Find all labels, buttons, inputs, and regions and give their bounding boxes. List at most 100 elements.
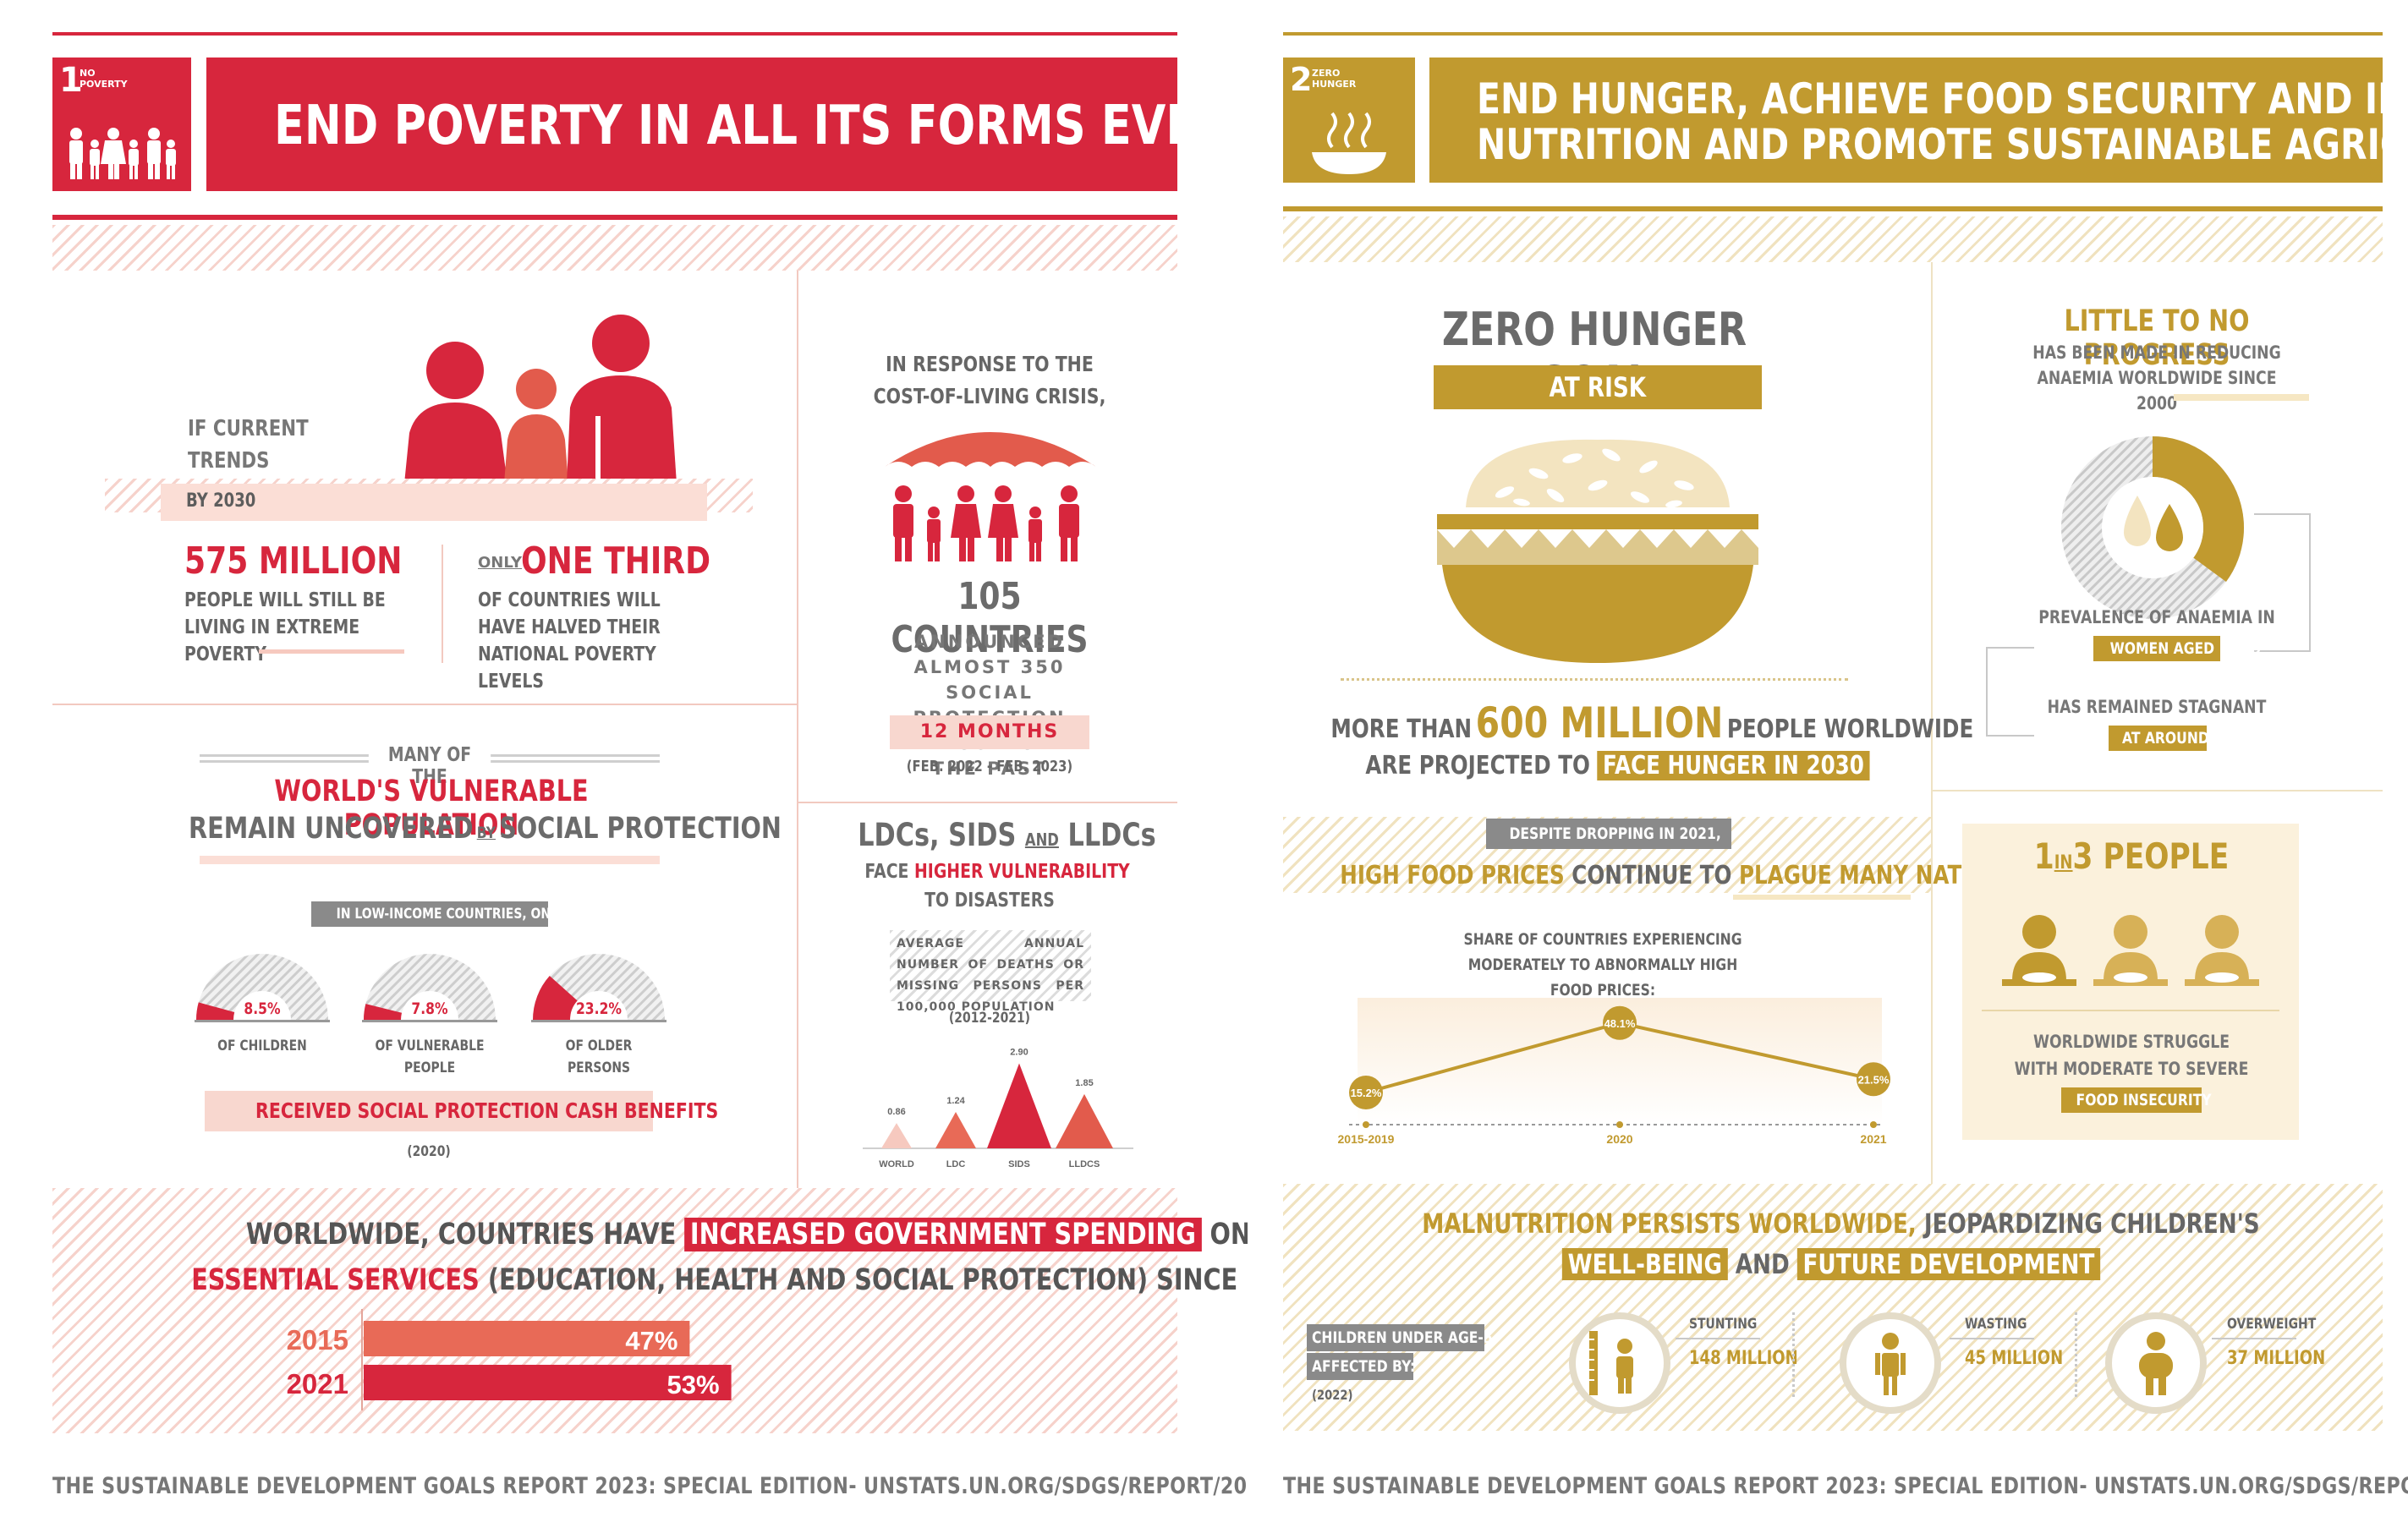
spending-line1c: ON (1209, 1218, 1248, 1251)
wasting-circle (1840, 1312, 1941, 1414)
header-hatch-band (52, 225, 1177, 271)
gauge-2-svg (362, 954, 497, 1022)
goal2-title-banner: END HUNGER, ACHIEVE FOOD SECURITY AND IM… (1429, 58, 2408, 183)
spending-year-2021: 2021 (287, 1368, 348, 1399)
right-footer: THE SUSTAINABLE DEVELOPMENT GOALS REPORT… (1283, 1473, 2408, 1499)
affected-by-tag: AFFECTED BY: (1307, 1353, 1415, 1380)
ldc-category-world: WORLD (879, 1159, 914, 1169)
goal2-title-line1: END HUNGER, ACHIEVE FOOD SECURITY AND IM… (1477, 74, 2408, 123)
stunting-value: 148 MILLION (1689, 1348, 1798, 1369)
mal-divider-1 (1792, 1312, 1795, 1397)
crisis-dates: (FEB. 2022 - FEB. 2023) (906, 758, 1073, 775)
ldc-title-a: LDCs, SIDS (858, 817, 1017, 853)
goal1-icon-tile: 1 NO POVERTY (52, 58, 191, 191)
overweight-child-icon (2139, 1332, 2173, 1395)
food-price-line-chart: 15.2% 2015-2019 48.1% 2020 21.5% 2021 (1338, 998, 1890, 1146)
future-development-tag: FUTURE DEVELOPMENT (1796, 1248, 2100, 1280)
header-hatch-band-gold (1283, 216, 2383, 262)
header-bottom-rule-gold (1283, 206, 2383, 211)
stunting-label: STUNTING (1689, 1316, 1758, 1333)
droplet-icon-2 (2156, 504, 2183, 551)
ldc-title-b: LLDCs (1067, 817, 1156, 853)
overweight-label: OVERWEIGHT (2227, 1316, 2317, 1333)
family-silhouette-icon (404, 315, 677, 484)
goal2-number: 2 (1290, 61, 1313, 98)
gauge-1-value: 8.5% (244, 999, 281, 1018)
insecurity-text: WORLDWIDE STRUGGLE WITH MODERATE TO SEVE… (2014, 1032, 2249, 1079)
crisis-105-countries: 105 COUNTRIES (891, 575, 1089, 661)
prices-line: HIGH FOOD PRICES CONTINUE TO PLAGUE MANY… (1340, 861, 2019, 890)
despite-dropping-tag: DESPITE DROPPING IN 2021, (1486, 819, 1731, 849)
row-separator-2 (797, 802, 1177, 803)
ldc-value-lldcs: 1.85 (1075, 1078, 1093, 1088)
gauge-3-caption: OF OLDER PERSONS (565, 1038, 633, 1076)
goal-number: 1 (59, 61, 83, 100)
goal2-icon-label: ZERO HUNGER (1312, 68, 1357, 90)
price-value-2020: 48.1% (1604, 1017, 1636, 1030)
malnutrition-year: (2022) (1312, 1387, 1353, 1403)
overweight-circle (2105, 1312, 2207, 1414)
spending-highlight: INCREASED GOVERNMENT SPENDING (684, 1218, 1202, 1251)
stunting-circle (1569, 1312, 1670, 1414)
by-2030-label: BY 2030 (186, 490, 256, 512)
malnutrition-hatch-bg (1283, 1184, 2383, 1431)
goal-600-line: MORE THAN 600 MILLION PEOPLE WORLDWIDE (1330, 698, 1973, 748)
high-food-prices: HIGH FOOD PRICES (1340, 861, 1565, 890)
price-x-2015-2019: 2015-2019 (1338, 1132, 1395, 1146)
stat-one-third-text: OF COUNTRIES WILL HAVE HALVED THEIR NATI… (478, 589, 661, 693)
header-top-rule-gold (1283, 32, 2383, 36)
right-column-separator (1931, 262, 1933, 1184)
vulnerable-line3c: SOCIAL PROTECTION (499, 812, 782, 846)
spending-bar-chart: 2015 47% 2021 53% (287, 1309, 732, 1410)
ldc-years: (2012-2021) (948, 1010, 1031, 1027)
price-point-2020 (1603, 1005, 1637, 1040)
food-insecurity-tag: FOOD INSECURITY (2061, 1087, 2212, 1113)
droplet-icon-1 (2124, 496, 2151, 546)
gauge-1-svg (195, 954, 330, 1022)
wasting-value: 45 MILLION (1965, 1348, 2064, 1369)
projected-label: ARE PROJECTED TO (1365, 751, 1590, 780)
umbrella-people-icon (885, 432, 1096, 561)
gauge-2-track (364, 954, 496, 1020)
header-bottom-rule (52, 215, 1177, 220)
gauge-2-fill (364, 1004, 403, 1020)
gauge-1-track (196, 954, 328, 1020)
mal-divider-2 (2075, 1312, 2077, 1397)
column-separator (797, 271, 798, 1188)
face-hunger-tag: FACE HUNGER IN 2030 (1597, 751, 1870, 780)
spending-line2b: (EDUCATION, HEALTH AND SOCIAL PROTECTION… (487, 1263, 1248, 1297)
and-label: AND (1735, 1248, 1790, 1280)
insecurity-three-people: 3 PEOPLE (2072, 835, 2230, 877)
anaemia-donut-chart (2061, 436, 2244, 619)
ldc-note-box: AVERAGE ANNUAL NUMBER OF DEATHS OR MISSI… (890, 930, 1091, 1014)
more-than: MORE THAN (1330, 715, 1473, 744)
around-30-tag: AT AROUND 30% (2109, 726, 2246, 751)
anaemia-prevalence: PREVALENCE OF ANAEMIA IN (2038, 607, 2275, 627)
people-eating-icon (2002, 915, 2259, 986)
vulnerable-line3: REMAIN UNCOVERED BY SOCIAL PROTECTION (189, 812, 782, 846)
overweight-rule (2212, 1338, 2296, 1339)
insecurity-one: 1 (2033, 835, 2054, 877)
insecurity-in: IN (2054, 852, 2073, 874)
gauge-2-caption: OF VULNERABLE PEOPLE (375, 1038, 485, 1076)
price-value-2021: 21.5% (1858, 1073, 1890, 1086)
gauge-3-value: 23.2% (575, 999, 623, 1018)
right-row-separator (1931, 790, 2383, 791)
anaemia-stagnant: HAS REMAINED STAGNANT (2047, 697, 2267, 717)
vulnerable-underline (200, 856, 660, 864)
ldc-note: AVERAGE ANNUAL NUMBER OF DEATHS OR MISSI… (897, 937, 1084, 1014)
gauge-1: 8.5% OF CHILDREN (195, 949, 330, 1076)
stat-600-million: 600 MILLION (1475, 698, 1724, 748)
received-year: (2020) (407, 1143, 451, 1160)
stat1-underline (259, 649, 404, 654)
ldc-category-lldcs: LLDCS (1069, 1159, 1100, 1169)
prices-underline (1733, 895, 1911, 900)
vulnerable-line3a: REMAIN UNCOVERED (189, 812, 474, 846)
gauge-2-value: 7.8% (411, 999, 448, 1018)
row-separator-1 (52, 704, 797, 705)
goal2-icon-tile: 2 ZERO HUNGER (1283, 58, 1415, 183)
ldc-title: LDCs, SIDS AND LLDCs (858, 817, 1155, 853)
spending-value-2021: 53% (667, 1370, 720, 1399)
twelve-months-tag: 12 MONTHS (890, 715, 1089, 749)
insecurity-title: 1IN3 PEOPLE (2010, 835, 2253, 877)
